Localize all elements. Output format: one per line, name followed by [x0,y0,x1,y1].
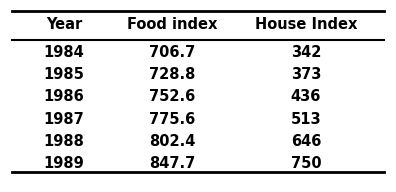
Text: 1989: 1989 [44,156,84,170]
Text: Food index: Food index [127,17,217,32]
Text: 728.8: 728.8 [149,67,195,82]
Text: 802.4: 802.4 [149,134,195,149]
Text: 646: 646 [291,134,321,149]
Text: 436: 436 [291,89,321,104]
Text: 752.6: 752.6 [149,89,195,104]
Text: 373: 373 [291,67,321,82]
Text: 1986: 1986 [44,89,84,104]
Text: 775.6: 775.6 [149,112,195,127]
Text: 750: 750 [291,156,321,170]
Text: 706.7: 706.7 [149,46,195,60]
Text: 1988: 1988 [44,134,84,149]
Text: Year: Year [46,17,82,32]
Text: 1985: 1985 [44,67,84,82]
Text: 513: 513 [291,112,321,127]
Text: 1984: 1984 [44,46,84,60]
Text: 847.7: 847.7 [149,156,195,170]
Text: 1987: 1987 [44,112,84,127]
Text: 342: 342 [291,46,321,60]
Text: House Index: House Index [255,17,357,32]
